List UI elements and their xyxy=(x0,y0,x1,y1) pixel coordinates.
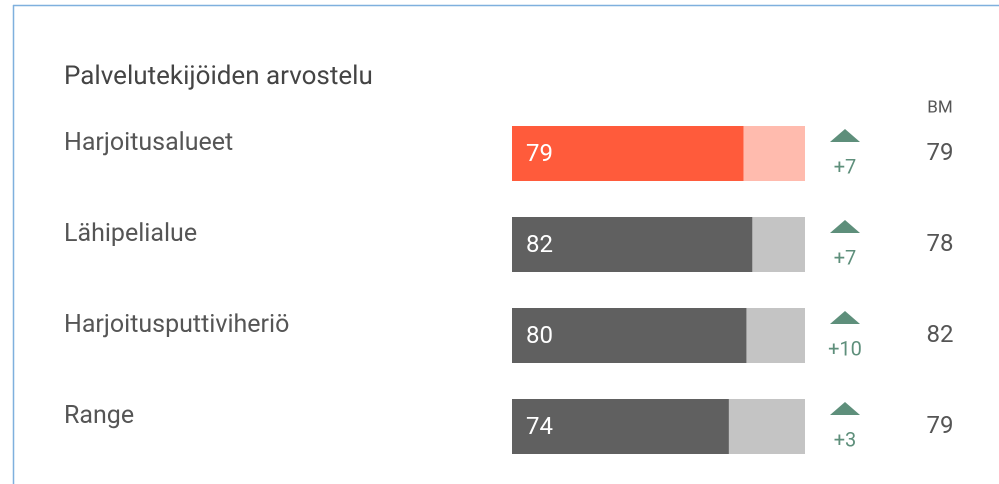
category-label: Lähipelialue xyxy=(64,219,197,248)
category-label: Range xyxy=(64,401,134,430)
benchmark-header: BM xyxy=(927,97,952,117)
chart-title: Palvelutekijöiden arvostelu xyxy=(64,61,373,91)
benchmark-value: 82 xyxy=(927,320,954,348)
bar xyxy=(512,126,744,181)
category-label: Harjoitusalueet xyxy=(64,128,233,157)
bar-value-label: 74 xyxy=(526,412,553,440)
change-arrow xyxy=(830,129,860,142)
bar-value-label: 82 xyxy=(526,230,553,258)
benchmark-value: 79 xyxy=(927,411,954,439)
benchmark-value: 78 xyxy=(927,229,954,257)
change-label: +7 xyxy=(834,245,857,269)
bar xyxy=(512,399,729,454)
category-label: Harjoitusputtiviheriö xyxy=(64,310,289,339)
bar-value-label: 80 xyxy=(526,321,553,349)
bar-value-label: 79 xyxy=(526,139,553,167)
change-label: +10 xyxy=(828,336,862,360)
bar xyxy=(512,308,747,363)
change-label: +3 xyxy=(834,427,857,451)
change-arrow xyxy=(830,311,860,324)
change-arrow xyxy=(830,220,860,233)
change-label: +7 xyxy=(834,154,857,178)
change-arrow xyxy=(830,402,860,415)
bar xyxy=(512,217,753,272)
benchmark-value: 79 xyxy=(927,138,954,166)
